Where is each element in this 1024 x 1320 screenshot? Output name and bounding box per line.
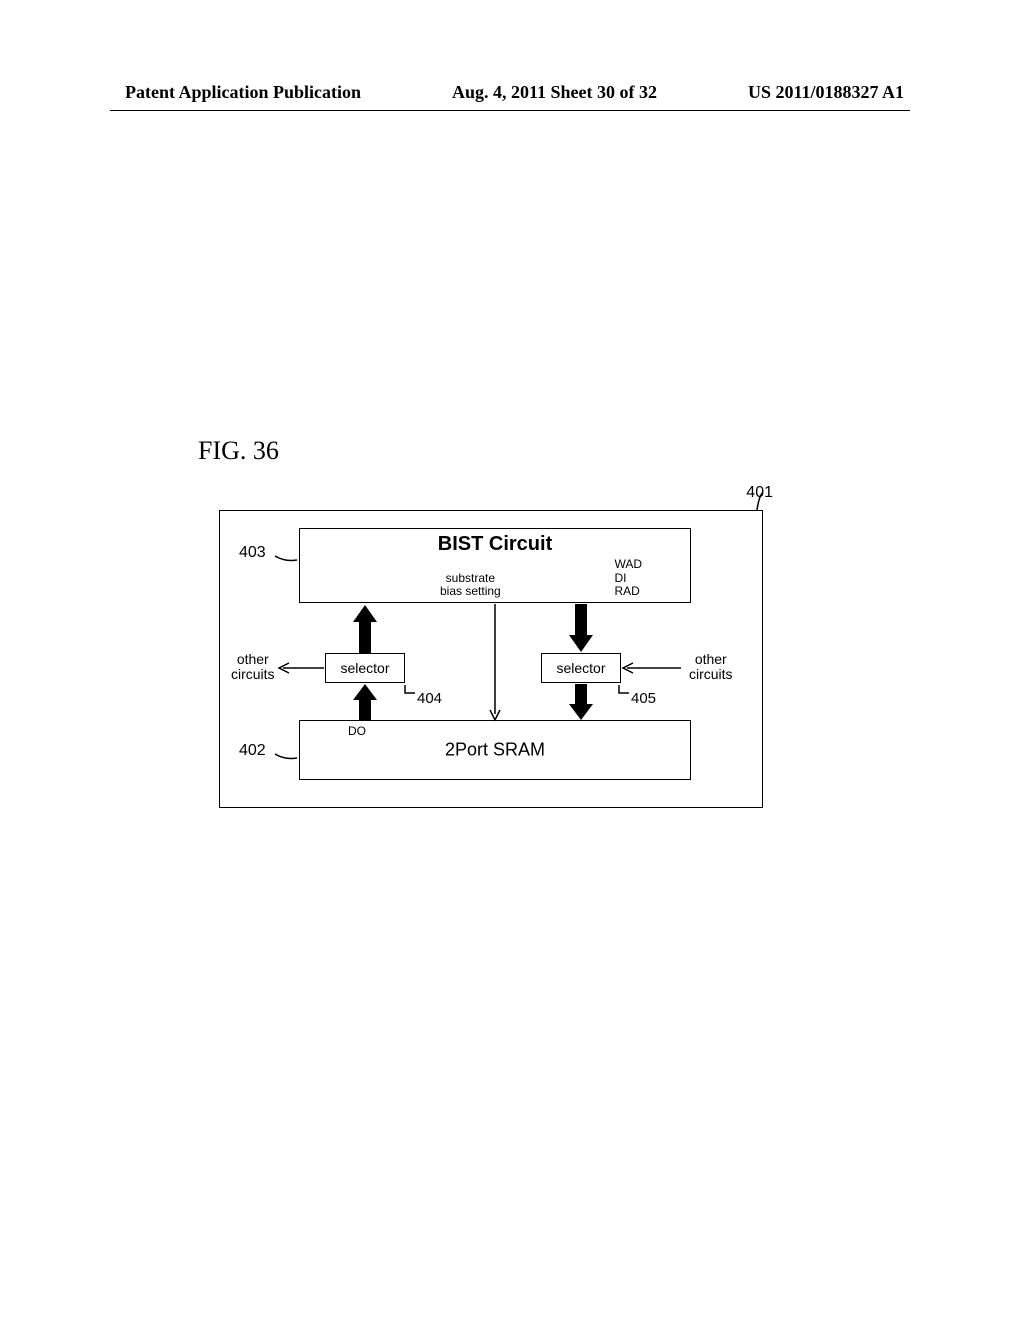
- sram-box: DO 2Port SRAM: [299, 720, 691, 780]
- header-center: Aug. 4, 2011 Sheet 30 of 32: [452, 82, 657, 103]
- figure-label: FIG. 36: [198, 436, 279, 466]
- sram-do-label: DO: [348, 724, 366, 738]
- other-circuits-right: other circuits: [689, 652, 733, 683]
- selector-left-box: selector: [325, 653, 405, 683]
- diagram-container: 401 BIST Circuit substrate bias setting …: [195, 490, 785, 830]
- ref-label-402: 402: [239, 742, 266, 760]
- ref-label-401: 401: [746, 484, 773, 502]
- header-right: US 2011/0188327 A1: [748, 82, 904, 103]
- selector-right-box: selector: [541, 653, 621, 683]
- leader-403: [273, 548, 313, 568]
- header-left: Patent Application Publication: [125, 82, 361, 103]
- ref-label-404: 404: [417, 690, 442, 707]
- leader-402: [273, 746, 313, 766]
- sram-title: 2Port SRAM: [445, 740, 545, 761]
- ref-label-403: 403: [239, 544, 266, 562]
- other-circuits-left: other circuits: [231, 652, 275, 683]
- bist-substrate-label: substrate bias setting: [440, 572, 501, 598]
- bist-title: BIST Circuit: [438, 533, 552, 556]
- bist-signals-label: WAD DI RAD: [614, 558, 642, 598]
- header-rule: [110, 110, 910, 111]
- page-header: Patent Application Publication Aug. 4, 2…: [0, 82, 1024, 103]
- ref-label-405: 405: [631, 690, 656, 707]
- bist-circuit-box: BIST Circuit substrate bias setting WAD …: [299, 528, 691, 603]
